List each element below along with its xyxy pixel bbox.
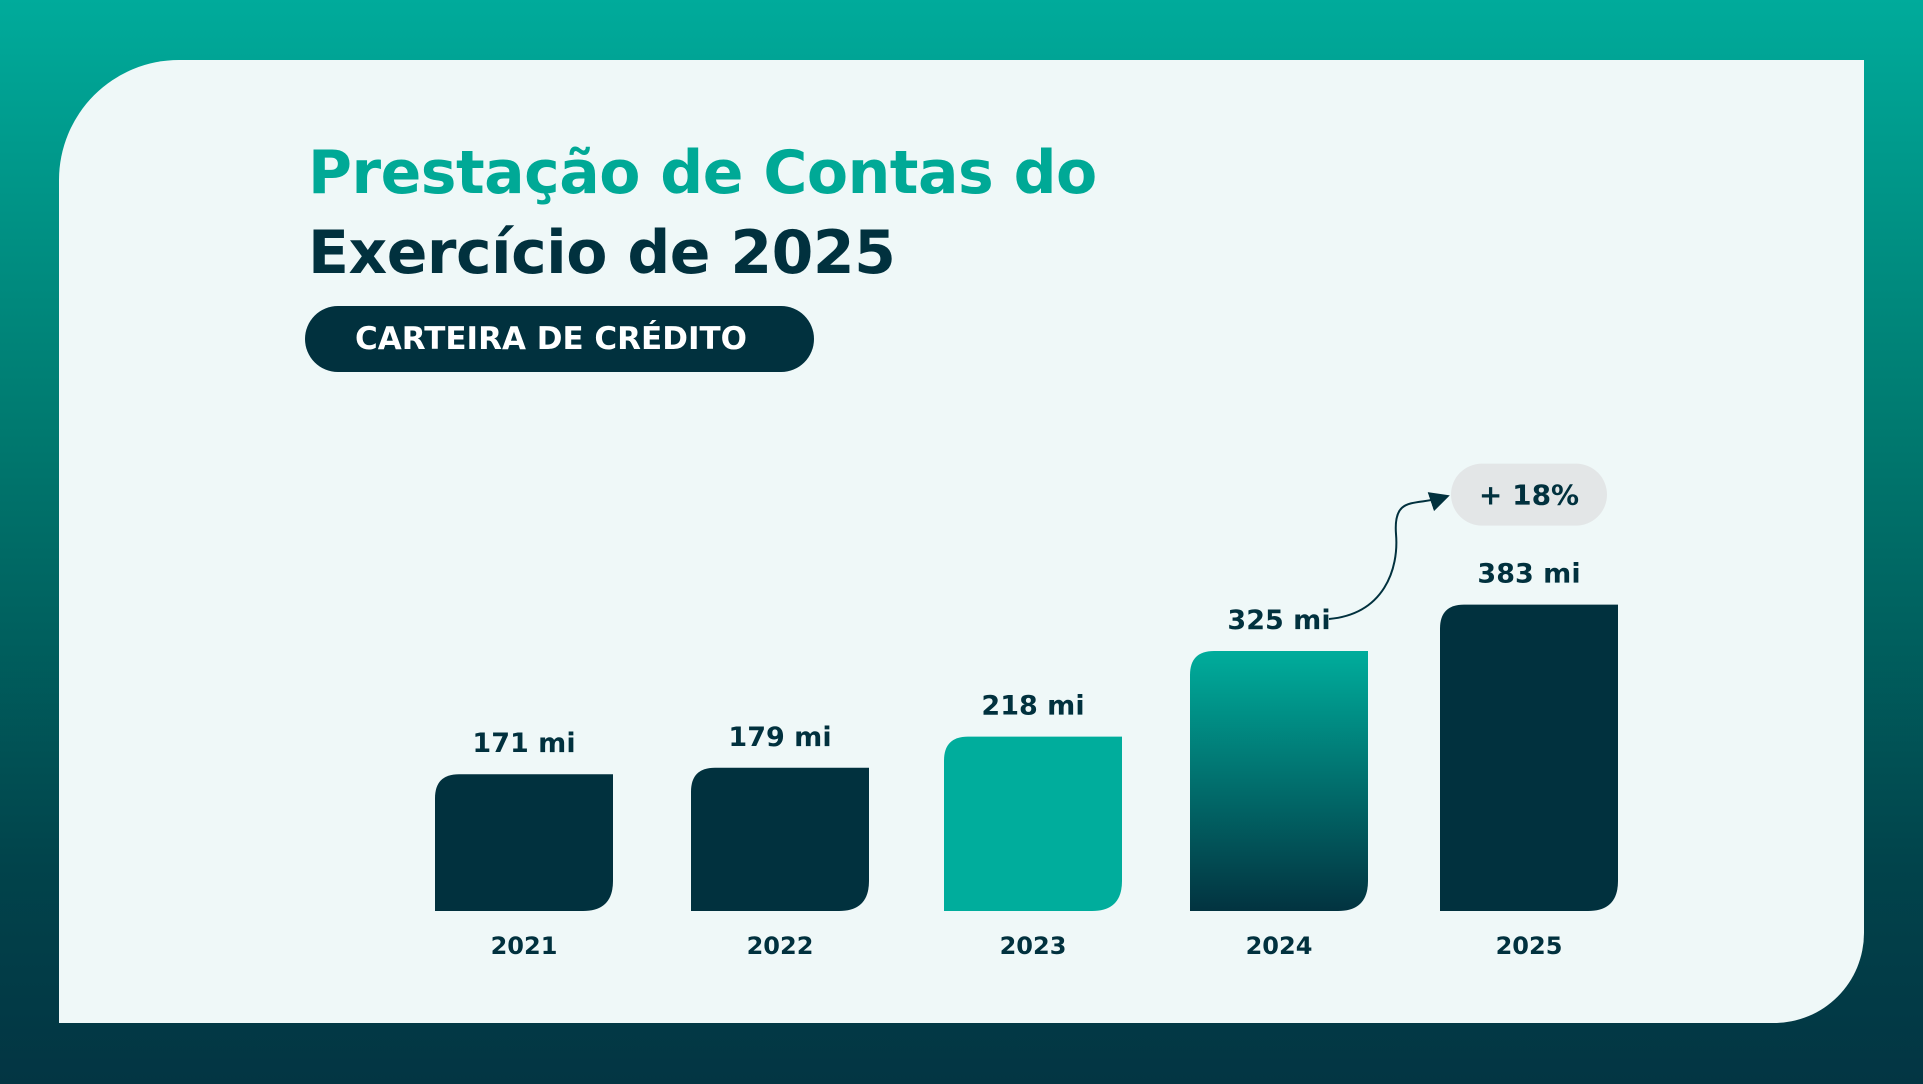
section-label: CARTEIRA DE CRÉDITO (355, 321, 747, 357)
bar-2024 (1190, 651, 1368, 911)
value-label-2022: 179 mi (728, 722, 831, 753)
category-label-2025: 2025 (1496, 932, 1563, 960)
value-label-2025: 383 mi (1477, 559, 1580, 590)
section-pill: CARTEIRA DE CRÉDITO (305, 306, 814, 372)
growth-badge-text: + 18% (1479, 479, 1579, 512)
bar-2023 (944, 736, 1122, 911)
category-label-2022: 2022 (747, 932, 814, 960)
title-line-2: Exercício de 2025 (308, 218, 896, 288)
title-line-1: Prestação de Contas do (308, 138, 1097, 208)
page-title: Prestação de Contas do Exercício de 2025 (308, 133, 1097, 293)
value-label-2021: 171 mi (472, 728, 575, 759)
value-label-2024: 325 mi (1227, 605, 1330, 636)
growth-badge (1451, 463, 1607, 526)
category-label-2023: 2023 (1000, 932, 1067, 960)
bar-2022 (691, 767, 869, 911)
bar-2021 (435, 774, 613, 911)
bar-2025 (1440, 604, 1618, 911)
value-label-2023: 218 mi (981, 691, 1084, 722)
category-label-2024: 2024 (1246, 932, 1313, 960)
category-label-2021: 2021 (491, 932, 558, 960)
growth-arrow (1328, 492, 1450, 620)
